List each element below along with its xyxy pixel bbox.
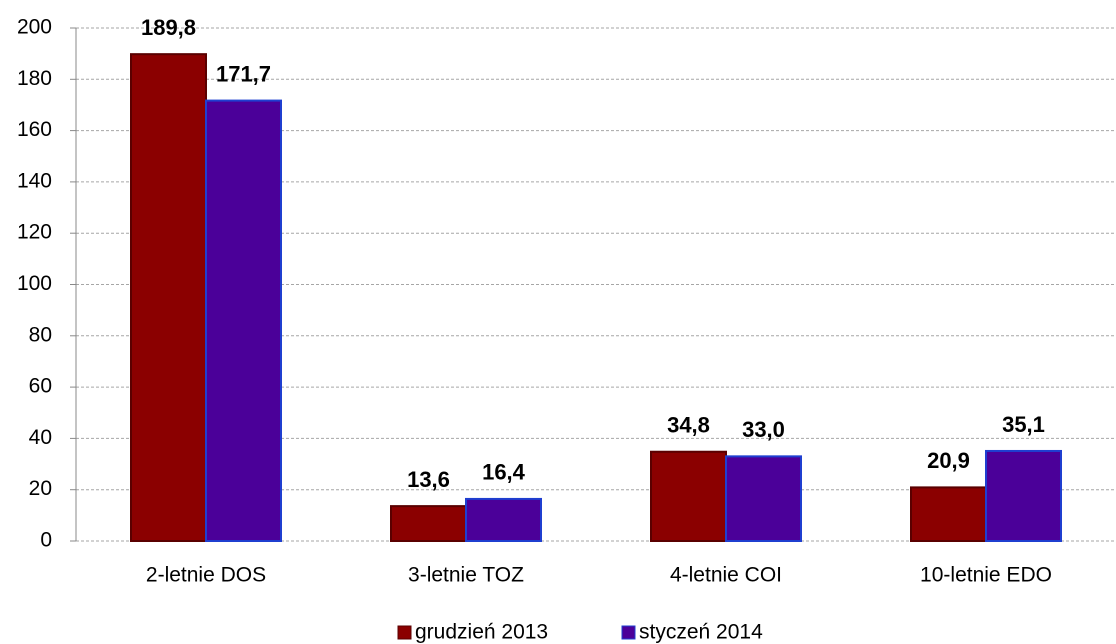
y-tick-label: 160	[17, 118, 52, 141]
bar	[910, 486, 987, 543]
y-tick-label: 60	[29, 375, 52, 398]
data-label: 13,6	[407, 467, 450, 492]
data-label: 35,1	[1002, 412, 1045, 437]
bar	[465, 497, 542, 542]
y-tick-label: 20	[29, 477, 52, 500]
data-label: 33,0	[742, 417, 785, 442]
y-tick-label: 200	[17, 16, 52, 39]
bar	[390, 505, 467, 542]
x-tick-label: 4-letnie COI	[670, 564, 782, 587]
x-tick-label: 10-letnie EDO	[920, 564, 1052, 587]
bar	[205, 99, 282, 542]
legend-swatch	[621, 625, 636, 640]
y-tick-label: 80	[29, 323, 52, 346]
x-tick-label: 3-letnie TOZ	[408, 564, 524, 587]
y-tick-label: 140	[17, 169, 52, 192]
legend-label: styczeń 2014	[639, 621, 763, 644]
y-tick-label: 0	[40, 529, 52, 552]
x-tick-label: 2-letnie DOS	[146, 564, 266, 587]
y-tick-label: 40	[29, 426, 52, 449]
data-label: 189,8	[141, 15, 196, 40]
y-tick-label: 100	[17, 272, 52, 295]
legend-label: grudzień 2013	[415, 621, 548, 644]
legend-swatch	[397, 625, 412, 640]
bar	[130, 53, 207, 543]
data-label: 16,4	[482, 460, 526, 485]
data-label: 34,8	[667, 413, 710, 438]
bar	[725, 455, 802, 543]
y-tick-label: 180	[17, 67, 52, 90]
y-tick-label: 120	[17, 221, 52, 244]
data-label: 20,9	[927, 448, 970, 473]
bar	[650, 450, 727, 543]
data-label: 171,7	[216, 61, 271, 86]
bar	[985, 449, 1062, 543]
